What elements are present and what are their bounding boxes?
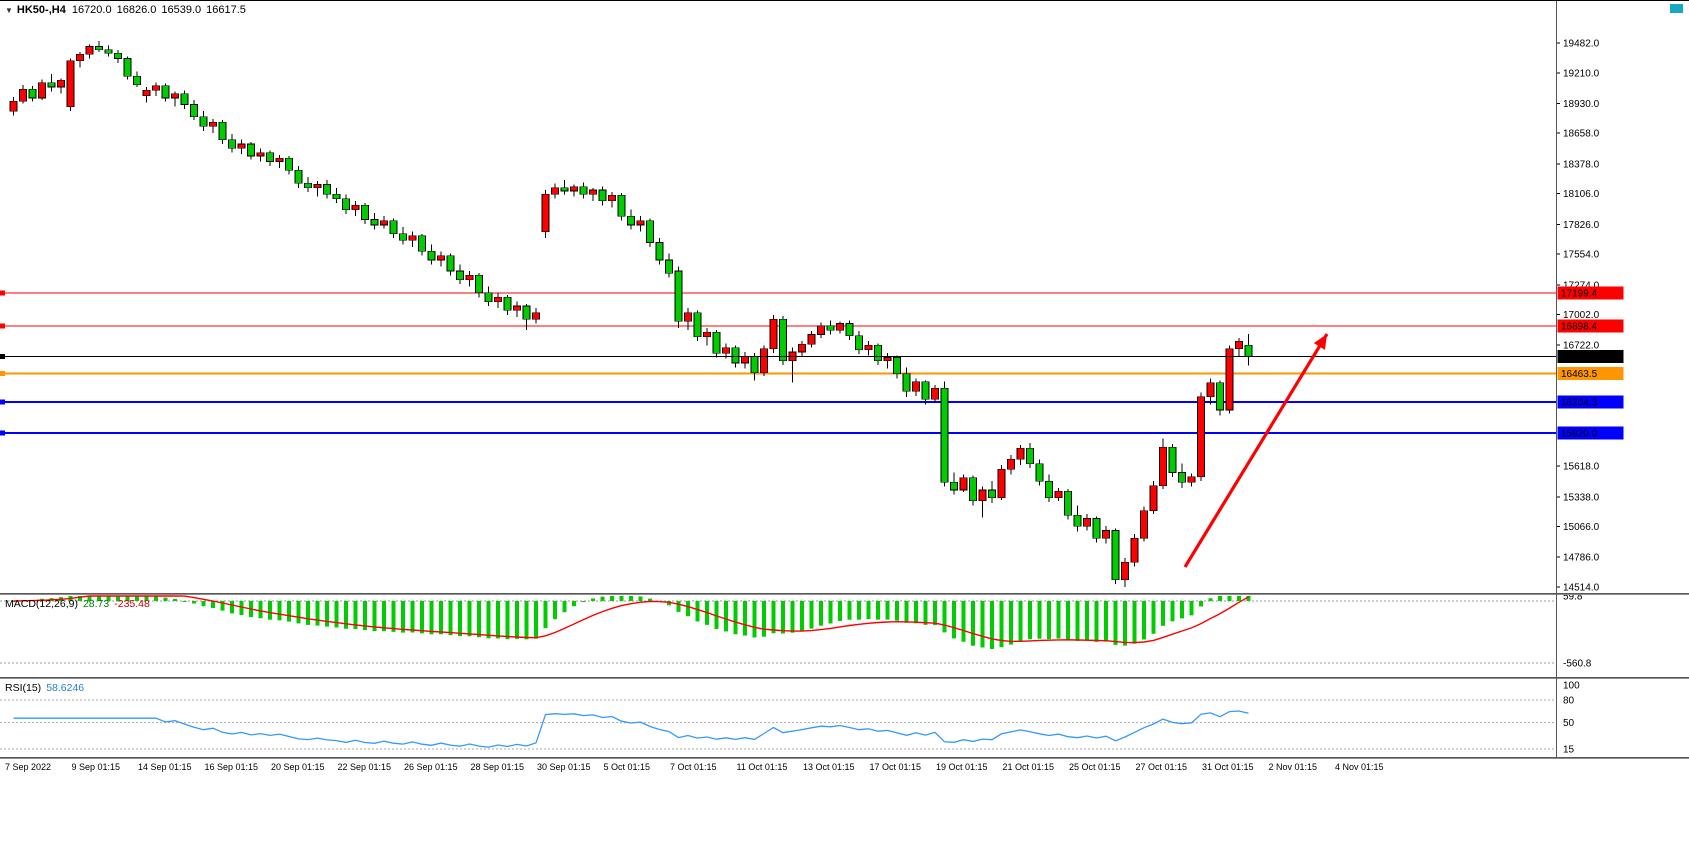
rsi-name: RSI(15) [5,682,42,694]
x-axis-label: 14 Sep 01:15 [138,762,192,772]
x-axis-label: 22 Sep 01:15 [337,762,392,772]
x-axis-label: 11 Oct 01:15 [736,762,788,772]
svg-text:14514.0: 14514.0 [1563,583,1600,594]
corner-marker-icon [1670,4,1683,13]
macd-label: MACD(12,26,9) 28.73 -235.48 [5,598,150,610]
chart-header: ▼ HK50-,H4 16720.0 16826.0 16539.0 16617.5 [5,4,251,16]
svg-text:18378.0: 18378.0 [1563,159,1600,170]
svg-text:17554.0: 17554.0 [1563,250,1600,261]
svg-text:18106.0: 18106.0 [1563,189,1600,200]
svg-text:100: 100 [1563,681,1580,692]
svg-text:16722.0: 16722.0 [1563,341,1600,352]
quote-high: 16826.0 [116,4,157,16]
svg-text:16204.3: 16204.3 [1561,397,1598,408]
svg-text:17199.4: 17199.4 [1561,288,1598,299]
svg-text:16463.5: 16463.5 [1561,369,1598,380]
price-axis-border [1556,1,1557,757]
svg-text:17826.0: 17826.0 [1563,220,1600,231]
hlines-group[interactable]: 17199.4 16898.4 16463.5 16204.3 15920.0 [0,286,1624,440]
symbol-dropdown-icon[interactable]: ▼ [5,6,13,15]
x-axis-label: 4 Nov 01:15 [1335,762,1384,772]
x-axis-label: 17 Oct 01:15 [869,762,922,772]
x-axis-label: 19 Oct 01:15 [936,762,988,772]
svg-text:19210.0: 19210.0 [1563,68,1600,79]
x-axis-label: 7 Sep 2022 [5,762,52,772]
price-axis-labels: 19482.0 19210.0 18930.0 18658.0 18378.0 18106… [1556,39,1600,594]
svg-text:16898.4: 16898.4 [1561,321,1598,332]
symbol-period-label: HK50-,H4 [16,4,66,16]
x-axis-label: 21 Oct 01:15 [1002,762,1055,772]
svg-text:15338.0: 15338.0 [1563,492,1600,503]
x-axis-label: 28 Sep 01:15 [470,762,525,772]
trend-arrow[interactable] [1183,333,1329,568]
svg-text:59.8: 59.8 [1563,595,1583,603]
x-axis-label: 16 Sep 01:15 [204,762,259,772]
window-top-border [0,0,1689,1]
bid-line-group[interactable]: 16617.5 [0,350,1624,364]
x-axis-label: 27 Oct 01:15 [1135,762,1188,772]
x-axis-label: 9 Sep 01:15 [71,762,121,772]
svg-text:19482.0: 19482.0 [1563,39,1600,50]
svg-text:16617.5: 16617.5 [1561,352,1598,363]
svg-text:15: 15 [1563,745,1575,756]
svg-text:-560.8: -560.8 [1563,659,1592,670]
time-axis-separator [0,757,1689,759]
candlestick-chart-canvas[interactable]: 19482.0 19210.0 18930.0 18658.0 18378.0 18106… [0,1,1689,594]
quote-close: 16617.5 [206,4,246,16]
candles-group [9,41,1253,587]
macd-histogram [11,596,1251,649]
svg-text:80: 80 [1563,696,1575,707]
panel-separator-rsi[interactable] [0,677,1689,679]
svg-text:17002.0: 17002.0 [1563,310,1600,321]
svg-text:15066.0: 15066.0 [1563,522,1600,533]
svg-text:14786.0: 14786.0 [1563,553,1600,564]
svg-text:15920.0: 15920.0 [1561,429,1598,440]
macd-name: MACD(12,26,9) [5,598,78,610]
svg-text:17274.0: 17274.0 [1563,280,1600,291]
macd-signal-value: -235.48 [114,598,150,610]
x-axis-label: 20 Sep 01:15 [271,762,325,772]
x-axis-label: 2 Nov 01:15 [1268,762,1318,772]
rsi-label: RSI(15) 58.6246 [5,682,84,694]
macd-signal-line [13,595,1249,644]
rsi-panel-canvas[interactable]: 100 80 50 15 [0,679,1689,757]
rsi-value: 58.6246 [46,682,85,694]
panel-separator-macd[interactable] [0,593,1689,595]
x-axis-label: 30 Sep 01:15 [537,762,591,772]
quote-low: 16539.0 [161,4,202,16]
svg-text:18930.0: 18930.0 [1563,99,1600,110]
svg-text:18658.0: 18658.0 [1563,129,1600,140]
time-axis[interactable]: 7 Sep 2022 9 Sep 01:15 14 Sep 01:15 16 Sep … [0,759,1689,777]
svg-text:15618.0: 15618.0 [1563,462,1600,473]
macd-panel-canvas[interactable]: 59.8 -560.8 [0,595,1689,677]
x-axis-label: 5 Oct 01:15 [603,762,651,772]
macd-main-value: 28.73 [82,598,110,610]
x-axis-label: 26 Sep 01:15 [404,762,458,772]
svg-text:50: 50 [1563,718,1575,729]
rsi-line [13,710,1249,748]
x-axis-label: 25 Oct 01:15 [1069,762,1121,772]
x-axis-label: 13 Oct 01:15 [803,762,855,772]
x-axis-label: 7 Oct 01:15 [670,762,717,772]
quote-open: 16720.0 [71,4,112,16]
x-axis-label: 31 Oct 01:15 [1202,762,1254,772]
